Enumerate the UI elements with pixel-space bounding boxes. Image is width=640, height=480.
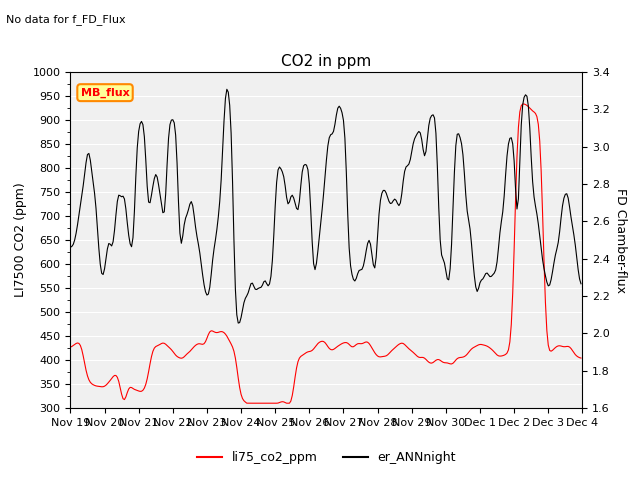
Title: CO2 in ppm: CO2 in ppm: [281, 54, 372, 70]
Y-axis label: LI7500 CO2 (ppm): LI7500 CO2 (ppm): [14, 182, 27, 298]
Text: MB_flux: MB_flux: [81, 87, 129, 98]
Text: No data for f_FD_Flux: No data for f_FD_Flux: [6, 14, 126, 25]
Legend: li75_co2_ppm, er_ANNnight: li75_co2_ppm, er_ANNnight: [192, 446, 461, 469]
Y-axis label: FD Chamber-flux: FD Chamber-flux: [614, 188, 627, 292]
